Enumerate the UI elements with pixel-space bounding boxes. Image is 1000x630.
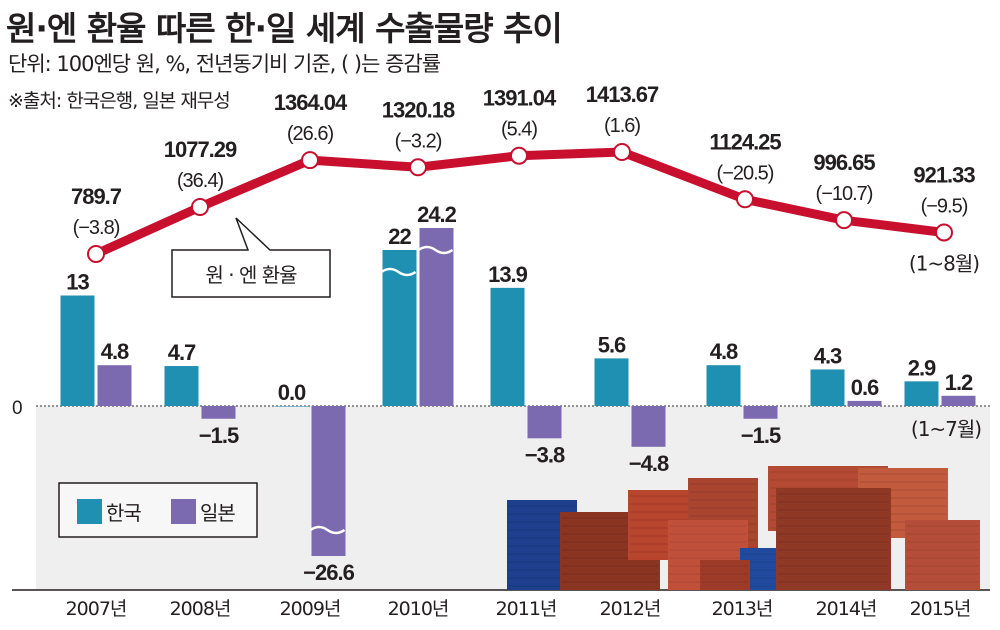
line-value-label: 1413.67 xyxy=(586,82,659,107)
bar-label-korea: 0.0 xyxy=(278,380,306,405)
line-change-label: (−10.7) xyxy=(816,183,873,205)
x-tick-label: 2014년 xyxy=(816,598,877,620)
bar-korea xyxy=(164,366,199,406)
bar-japan xyxy=(743,406,778,419)
bar-label-korea: 4.7 xyxy=(168,340,196,365)
bar-korea xyxy=(60,295,95,406)
bar-label-korea: 22 xyxy=(388,224,411,249)
callout-box xyxy=(171,217,331,298)
x-tick-label: 2008년 xyxy=(170,598,231,620)
line-value-label: 921.33 xyxy=(913,162,975,187)
chart-subtitle: 단위: 100엔당 원, %, 전년동기비 기준, ( )는 증감률 xyxy=(8,52,441,76)
bar-label-korea: 2.9 xyxy=(908,355,936,380)
line-note-last: (1~8월) xyxy=(909,251,979,275)
bar-label-japan: 4.8 xyxy=(101,339,129,364)
chart-source: ※출처: 한국은행, 일본 재무성 xyxy=(8,90,231,112)
exchange-rate-point xyxy=(935,223,953,242)
x-tick-label: 2011년 xyxy=(496,598,557,620)
x-tick-label: 2015년 xyxy=(910,598,971,620)
bar-korea xyxy=(706,365,741,406)
exchange-rate-point xyxy=(613,143,631,161)
line-change-label: (−3.8) xyxy=(73,217,120,239)
bar-korea xyxy=(382,250,417,406)
break-mark xyxy=(417,245,454,255)
exchange-rate-point xyxy=(510,146,528,165)
bar-japan xyxy=(941,395,976,406)
x-tick-label: 2009년 xyxy=(280,598,341,620)
bar-label-korea: 4.3 xyxy=(814,343,842,368)
container-box xyxy=(700,560,750,590)
break-mark xyxy=(380,267,417,277)
x-tick-label: 2007년 xyxy=(66,598,127,620)
line-change-label: (5.4) xyxy=(501,119,537,141)
container-box xyxy=(905,520,980,590)
bar-korea xyxy=(904,381,939,406)
bar-label-japan: −4.8 xyxy=(629,451,669,476)
container-photo xyxy=(507,466,980,590)
exchange-rate-point xyxy=(87,245,105,263)
bar-korea xyxy=(274,406,309,407)
bar-label-korea: 13.9 xyxy=(488,262,528,287)
bar-label-japan: −26.6 xyxy=(303,560,354,585)
bar-japan xyxy=(847,400,882,406)
line-value-label: 1391.04 xyxy=(483,86,557,111)
bar-label-japan: 0.6 xyxy=(851,375,879,400)
bar-label-japan: −1.5 xyxy=(741,423,781,448)
legend-swatch-japan xyxy=(171,499,196,524)
x-tick-label: 2013년 xyxy=(712,598,773,620)
bar-label-korea: 13 xyxy=(66,270,89,295)
line-value-label: 1320.18 xyxy=(382,97,455,122)
bar-label-japan: −3.8 xyxy=(525,442,565,467)
callout-label: 원 · 엔 환율 xyxy=(205,263,297,287)
line-change-label: (−9.5) xyxy=(921,195,968,217)
line-change-label: (26.6) xyxy=(287,123,334,145)
exchange-rate-point xyxy=(301,151,319,170)
line-value-label: 789.7 xyxy=(71,184,122,209)
legend-label-korea: 한국 xyxy=(106,501,141,525)
exchange-rate-point xyxy=(409,158,427,177)
bar-japan xyxy=(419,228,454,406)
line-value-label: 1077.29 xyxy=(164,137,237,162)
bar-label-korea: 5.6 xyxy=(598,332,626,357)
exchange-rate-point xyxy=(736,190,754,209)
legend-label-japan: 일본 xyxy=(200,501,235,525)
line-value-label: 1364.04 xyxy=(274,90,348,115)
line-change-label: (36.4) xyxy=(177,170,224,192)
bar-label-japan: −1.5 xyxy=(199,423,239,448)
bar-korea xyxy=(594,358,629,406)
chart-title: 원·엔 환율 따른 한·일 세계 수출물량 추이 xyxy=(6,9,563,48)
line-value-label: 996.65 xyxy=(813,150,875,175)
break-mark xyxy=(309,525,346,535)
bar-japan xyxy=(631,406,666,447)
bar-korea xyxy=(490,287,525,406)
bar-japan xyxy=(97,365,132,406)
exchange-rate-point xyxy=(835,211,853,230)
bar-note-last: (1~7월) xyxy=(911,417,981,441)
bar-label-japan: 24.2 xyxy=(417,202,457,227)
x-tick-label: 2010년 xyxy=(388,598,449,620)
line-change-label: (−3.2) xyxy=(395,130,442,152)
exchange-rate-point xyxy=(191,197,209,216)
legend-swatch-korea xyxy=(77,499,102,524)
bar-label-korea: 4.8 xyxy=(710,339,738,364)
zero-tick-label: 0 xyxy=(12,398,22,419)
line-change-label: (1.6) xyxy=(604,115,640,137)
x-tick-label: 2012년 xyxy=(600,598,661,620)
bar-korea xyxy=(810,369,845,406)
line-value-label: 1124.25 xyxy=(709,129,781,154)
bar-label-japan: 1.2 xyxy=(945,370,973,395)
container-box xyxy=(776,488,891,590)
line-change-label: (−20.5) xyxy=(717,162,774,184)
bar-japan xyxy=(527,406,562,439)
bar-japan xyxy=(201,406,236,419)
